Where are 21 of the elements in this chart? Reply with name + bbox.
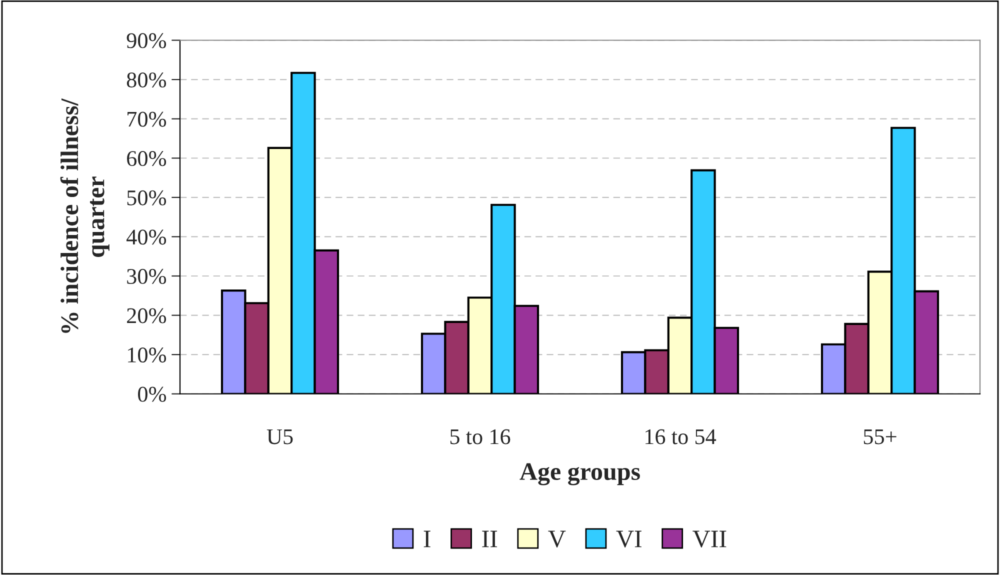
legend-label: II bbox=[482, 530, 498, 548]
x-tick-label: 55+ bbox=[864, 429, 896, 444]
y-tick-label: 10% bbox=[128, 348, 166, 363]
y-tick-label: 40% bbox=[126, 230, 166, 245]
x-tick-label: 5 to 16 bbox=[450, 429, 510, 444]
y-axis-title: % incidence of illness/ quarter bbox=[60, 98, 110, 333]
legend-label: VI bbox=[616, 530, 642, 548]
legend-label: V bbox=[548, 530, 566, 548]
y-tick-label: 80% bbox=[126, 72, 166, 88]
y-tick-label: 60% bbox=[127, 151, 166, 166]
x-axis-title: Age groups bbox=[520, 463, 640, 486]
y-tick-label: 70% bbox=[128, 112, 166, 127]
y-tick-label: 50% bbox=[127, 190, 166, 206]
y-tick-label: 30% bbox=[127, 268, 166, 284]
x-tick-label: 16 to 54 bbox=[646, 429, 716, 444]
x-tick-label: U5 bbox=[266, 429, 293, 444]
y-tick-label: 20% bbox=[127, 308, 166, 324]
y-tick-label: 90% bbox=[126, 33, 166, 48]
legend-label: VII bbox=[692, 530, 726, 548]
y-tick-label: 0% bbox=[138, 386, 166, 402]
legend-label: I bbox=[424, 530, 430, 548]
